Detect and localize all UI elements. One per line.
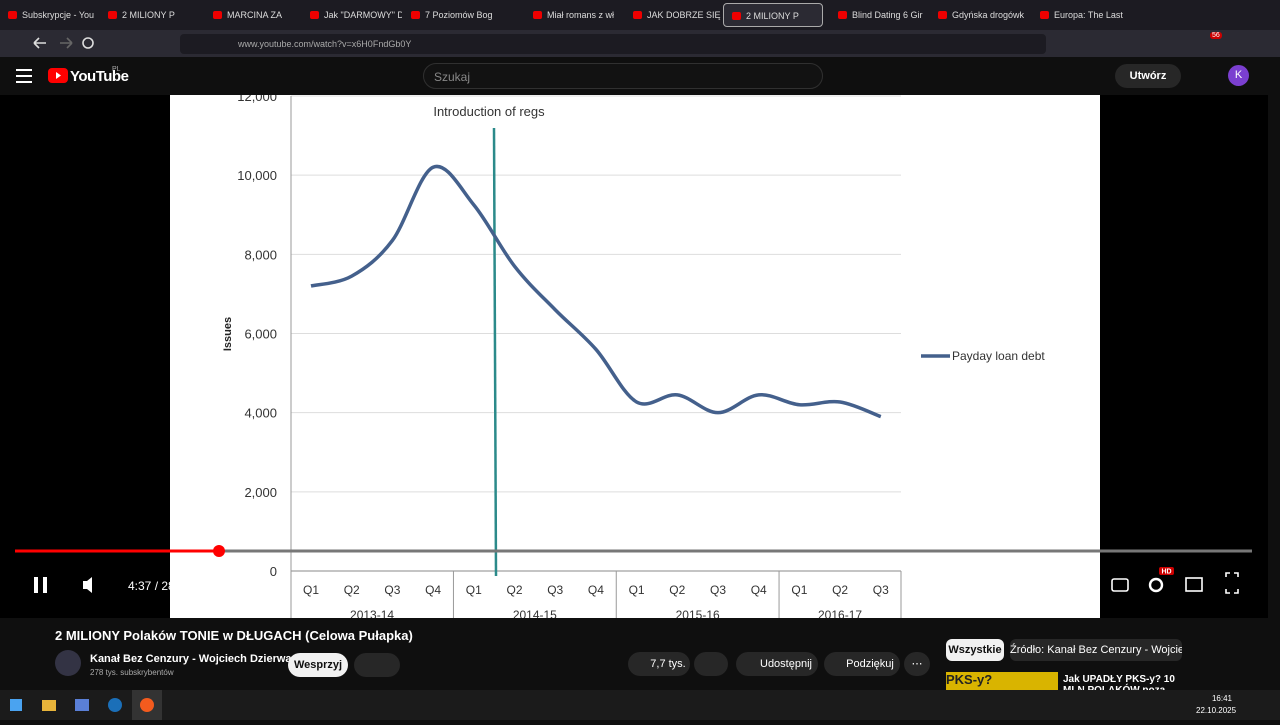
tab[interactable]: 2 MILIONY P — [100, 3, 200, 27]
x-tick-label: Q1 — [303, 583, 319, 597]
y-tick-label: 10,000 — [237, 168, 277, 183]
region: PL — [112, 66, 121, 73]
group-label: 2013-14 — [350, 608, 394, 618]
menu-icon[interactable] — [16, 69, 32, 83]
group-label: 2016-17 — [818, 608, 862, 618]
y-tick-label: 8,000 — [244, 247, 277, 262]
avatar[interactable]: K — [1228, 65, 1249, 86]
group-label: 2014-15 — [513, 608, 557, 618]
tab[interactable]: Europa: The Last — [1032, 3, 1132, 27]
notify-button[interactable] — [354, 653, 400, 677]
dislike-button[interactable] — [694, 652, 728, 676]
progress-handle[interactable] — [213, 545, 225, 557]
annotation: Introduction of regs — [433, 104, 545, 119]
tab-bar: Subskrypcje - You 2 MILIONY P MARCINA ZA Ja… — [0, 0, 1280, 30]
support-button[interactable]: Wesprzyj — [288, 653, 348, 677]
tab[interactable]: 7 Poziomów Bog — [403, 3, 503, 27]
pause-button[interactable] — [34, 577, 38, 593]
x-tick-label: Q4 — [751, 583, 767, 597]
x-tick-label: Q3 — [547, 583, 563, 597]
chip[interactable]: Wszystkie — [946, 639, 1004, 661]
group-label: 2015-16 — [676, 608, 720, 618]
y-tick-label: 6,000 — [244, 327, 277, 342]
line-series — [310, 164, 882, 419]
taskbar-icons — [10, 690, 162, 720]
tab[interactable]: Miał romans z wł — [525, 3, 625, 27]
x-tick-label: Q1 — [629, 583, 645, 597]
logo-icon — [48, 68, 68, 83]
x-tick-label: Q4 — [588, 583, 604, 597]
video-info: 2 MILIONY Polaków TONIE w DŁUGACH (Celow… — [0, 618, 1268, 690]
player-controls: 4:37 / 28:08 HD — [15, 545, 1252, 594]
video-player[interactable]: Introduction of regs Issues 0 2,000 4,000 6… — [0, 95, 1268, 618]
hd-badge: HD — [1161, 569, 1171, 576]
channel-avatar[interactable] — [55, 650, 81, 676]
tab[interactable]: Subskrypcje - You — [0, 3, 100, 27]
theater-button[interactable] — [1185, 577, 1203, 592]
thanks-button[interactable]: Podziękuj — [824, 652, 900, 676]
legend-label: Payday loan debt — [952, 349, 1045, 363]
x-tick-label: Q1 — [791, 583, 807, 597]
x-tick-label: Q3 — [384, 583, 400, 597]
y-axis-label: Issues — [222, 317, 234, 351]
create-button[interactable]: Utwórz — [1115, 64, 1181, 88]
x-tick-label: Q2 — [344, 583, 360, 597]
address-bar[interactable]: www.youtube.com/watch?v=x6H0FndGb0Y — [180, 34, 1046, 54]
like-button[interactable]: 7,7 tys. — [628, 652, 690, 676]
tab[interactable]: 2 MILIONY P — [723, 3, 823, 27]
y-tick-label: 12,000 — [237, 95, 277, 104]
channel-name[interactable]: Kanał Bez Cenzury - Wojciech Dzierwa — [90, 653, 292, 665]
fullscreen-button[interactable] — [1225, 572, 1239, 594]
regs-line — [492, 127, 498, 577]
tab[interactable]: MARCINA ZA — [205, 3, 305, 27]
x-tick-label: Q4 — [425, 583, 441, 597]
logo[interactable]: YouTube — [70, 68, 129, 85]
time: 4:37 / 28:08 — [128, 579, 192, 593]
next-title[interactable]: Jak UPADŁY PKS-y? 10 MLN POLAKÓW poza ŚW… — [1063, 674, 1175, 690]
settings-button[interactable] — [1148, 577, 1164, 593]
x-tick-label: Q3 — [873, 583, 889, 597]
tab[interactable]: JAK DOBRZE SIĘ — [625, 3, 725, 27]
extension-badge: 56 — [1210, 32, 1222, 39]
chip[interactable]: Źródło: Kanał Bez Cenzury - Wojciech D — [1010, 639, 1182, 661]
y-tick-label: 4,000 — [244, 406, 277, 421]
y-tick-label: 0 — [270, 564, 277, 579]
clock-time: 16:41 — [1211, 694, 1232, 703]
x-tick-label: Q2 — [506, 583, 522, 597]
tab[interactable]: Gdyńska drogówk — [930, 3, 1030, 27]
hd-badge-bg — [1159, 567, 1174, 575]
x-tick-label: Q2 — [669, 583, 685, 597]
subtitles-button[interactable] — [1111, 578, 1129, 592]
next-thumbnail[interactable]: PKS-y? — [946, 672, 1058, 690]
search-box[interactable]: Szukaj — [423, 63, 823, 89]
volume-button[interactable] — [83, 577, 92, 593]
nav-icons — [33, 37, 94, 49]
y-tick-label: 2,000 — [244, 485, 277, 500]
video-frame: Introduction of regs Issues 0 2,000 4,000 6… — [170, 95, 1100, 618]
tab[interactable]: Blind Dating 6 Gir — [830, 3, 930, 27]
x-tick-label: Q3 — [710, 583, 726, 597]
video-title: 2 MILIONY Polaków TONIE w DŁUGACH (Celow… — [55, 628, 413, 643]
tab[interactable]: Jak "DARMOWY" D — [302, 3, 402, 27]
pause-button-bar[interactable] — [43, 577, 47, 593]
clock-date: 22.10.2025 — [1196, 706, 1237, 715]
taskbar: 16:41 22.10.2025 — [0, 690, 1280, 720]
subscribers: 278 tys. subskrybentów — [90, 668, 174, 677]
x-tick-label: Q2 — [832, 583, 848, 597]
x-tick-label: Q1 — [466, 583, 482, 597]
more-button[interactable]: ⋯ — [904, 652, 930, 676]
share-button[interactable]: Udostępnij — [736, 652, 818, 676]
